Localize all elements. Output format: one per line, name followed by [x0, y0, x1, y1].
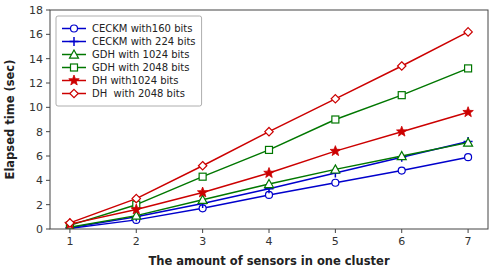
series [65, 107, 474, 229]
y-tick-label: 16 [29, 28, 43, 41]
point [398, 92, 405, 99]
y-tick-label: 0 [36, 223, 43, 236]
y-tick-label: 4 [36, 174, 43, 187]
y-tick [46, 58, 50, 59]
series-line [70, 112, 468, 224]
series-line [70, 143, 468, 228]
point [265, 127, 273, 135]
legend-item: CECKM with 224 bits [62, 36, 196, 47]
point [465, 154, 472, 161]
series-line [70, 141, 468, 227]
y-tick-label: 14 [29, 53, 43, 66]
legend-marker [69, 75, 79, 85]
point [131, 204, 141, 214]
legend-item: DH with 2048 bits [62, 88, 185, 99]
y-tick-label: 18 [29, 4, 43, 17]
series [66, 65, 471, 229]
point [398, 62, 406, 70]
point [331, 95, 339, 103]
x-tick-label: 6 [398, 235, 405, 248]
legend-item: GDH with 1024 bits [62, 49, 189, 60]
y-axis-label: Elapsed time (sec) [3, 60, 17, 180]
point [332, 116, 339, 123]
point [464, 138, 473, 146]
y-tick [46, 229, 50, 230]
legend-label: CECKM with160 bits [92, 23, 192, 34]
x-tick [468, 229, 469, 233]
point [197, 187, 207, 197]
legend-item: DH with1024 bits [62, 75, 179, 86]
x-tick-label: 1 [66, 235, 73, 248]
legend-marker [70, 89, 78, 97]
point [65, 219, 75, 229]
series [65, 137, 472, 229]
series [66, 28, 473, 227]
x-tick-label: 4 [266, 235, 273, 248]
y-tick [46, 107, 50, 108]
plot-data [65, 28, 474, 229]
x-tick [269, 229, 270, 233]
point [264, 168, 274, 178]
point [397, 152, 406, 160]
point [132, 194, 140, 202]
y-tick-label: 2 [36, 199, 43, 212]
y-tick [46, 156, 50, 157]
point [398, 167, 405, 174]
point [266, 146, 273, 153]
point [464, 28, 472, 36]
point [198, 162, 206, 170]
legend-marker [70, 50, 79, 58]
point [66, 219, 74, 227]
plot-background [50, 10, 488, 229]
y-tick [46, 204, 50, 205]
y-tick-label: 8 [36, 126, 43, 139]
point [464, 137, 473, 146]
legend-label: GDH with 2048 bits [92, 62, 189, 73]
x-tick-label: 2 [133, 235, 140, 248]
legend: CECKM with160 bits CECKM with 224 bits GDH… [56, 16, 202, 106]
legend-label: CECKM with 224 bits [92, 36, 196, 47]
legend-item: GDH with 2048 bits [62, 62, 189, 73]
point [199, 173, 206, 180]
y-tick [46, 34, 50, 35]
point [265, 179, 274, 187]
x-tick [202, 229, 203, 233]
point [330, 146, 340, 156]
y-tick-label: 10 [29, 101, 43, 114]
y-tick [46, 10, 50, 11]
point [331, 165, 340, 173]
x-tick-label: 7 [465, 235, 472, 248]
x-tick-label: 5 [332, 235, 339, 248]
legend-box [56, 16, 202, 106]
y-tick [46, 131, 50, 132]
x-axis-label: The amount of sensors in one cluster [148, 254, 389, 268]
legend-marker [71, 64, 78, 71]
x-tick [136, 229, 137, 233]
legend-marker [70, 37, 79, 46]
y-tick-label: 6 [36, 150, 43, 163]
legend-label: DH with1024 bits [92, 75, 179, 86]
point [463, 107, 473, 117]
y-tick [46, 83, 50, 84]
x-tick [401, 229, 402, 233]
series [65, 138, 472, 229]
point [332, 179, 339, 186]
plot-frame [50, 10, 488, 229]
legend-label: GDH with 1024 bits [92, 49, 189, 60]
legend-item: CECKM with160 bits [62, 23, 192, 34]
y-tick [46, 180, 50, 181]
legend-label: DH with 2048 bits [92, 88, 185, 99]
y-tick-label: 12 [29, 77, 43, 90]
chart: 1234567024681012141618The amount of sens… [0, 0, 500, 273]
point [397, 126, 407, 136]
point [465, 65, 472, 72]
x-tick [335, 229, 336, 233]
x-tick [69, 229, 70, 233]
x-tick-label: 3 [199, 235, 206, 248]
legend-marker [71, 25, 78, 32]
